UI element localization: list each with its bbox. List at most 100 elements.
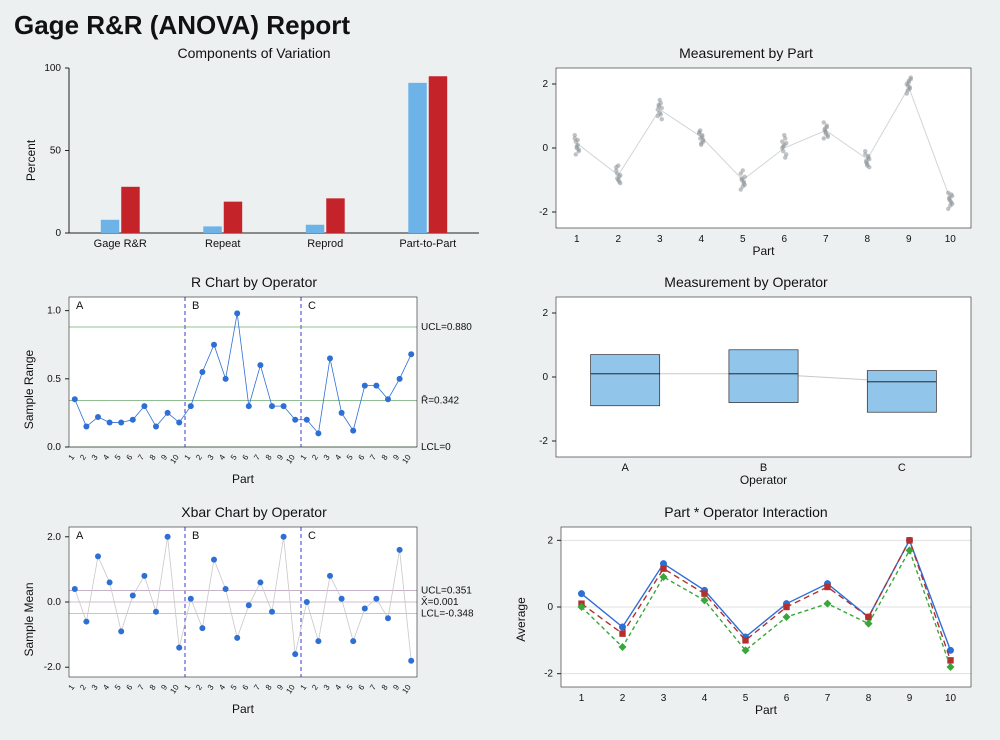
svg-text:5: 5	[345, 453, 355, 462]
svg-text:-2: -2	[544, 668, 553, 679]
svg-text:10: 10	[945, 693, 957, 704]
svg-text:0: 0	[55, 228, 61, 239]
svg-text:8: 8	[148, 682, 158, 691]
svg-text:UCL=0.880: UCL=0.880	[421, 322, 472, 333]
svg-text:A: A	[621, 462, 629, 474]
svg-text:4: 4	[217, 453, 227, 462]
svg-text:8: 8	[380, 453, 390, 462]
svg-text:4: 4	[702, 693, 708, 704]
rchart-chart: 0.00.51.0ABCUCL=0.880R̄=0.342LCL=0123456…	[19, 292, 489, 487]
svg-text:Part: Part	[232, 702, 255, 716]
svg-text:10: 10	[400, 453, 413, 466]
svg-text:2: 2	[542, 79, 548, 90]
panel-interaction: Part * Operator Interaction -20212345678…	[506, 504, 986, 725]
svg-text:6: 6	[241, 453, 251, 462]
svg-text:Part-to-Part: Part-to-Part	[399, 238, 456, 250]
svg-text:7: 7	[823, 234, 829, 245]
svg-text:1: 1	[299, 682, 309, 691]
svg-text:4: 4	[101, 453, 111, 462]
svg-text:3: 3	[206, 453, 216, 462]
svg-text:C: C	[308, 530, 316, 542]
svg-text:B: B	[192, 530, 199, 542]
meas-op-title: Measurement by Operator	[664, 274, 827, 290]
svg-text:Gage R&R: Gage R&R	[94, 238, 147, 250]
page-title: Gage R&R (ANOVA) Report	[14, 10, 986, 41]
svg-text:1: 1	[67, 453, 77, 462]
svg-text:Part: Part	[752, 244, 775, 258]
rchart-title: R Chart by Operator	[191, 274, 317, 290]
svg-text:-2: -2	[539, 436, 548, 447]
svg-text:1: 1	[183, 453, 193, 462]
svg-text:2: 2	[547, 535, 553, 546]
svg-text:100: 100	[44, 63, 61, 74]
svg-text:9: 9	[906, 234, 912, 245]
panel-components: Components of Variation 050100Gage R&RRe…	[14, 45, 494, 266]
svg-text:3: 3	[90, 453, 100, 462]
svg-text:1: 1	[579, 693, 585, 704]
svg-text:2: 2	[78, 453, 88, 462]
svg-text:5: 5	[743, 693, 749, 704]
svg-text:0: 0	[547, 602, 553, 613]
svg-text:10: 10	[284, 682, 297, 695]
svg-text:4: 4	[333, 682, 343, 691]
svg-text:3: 3	[657, 234, 663, 245]
svg-text:0.5: 0.5	[47, 374, 61, 385]
svg-text:Percent: Percent	[24, 139, 38, 181]
svg-text:0: 0	[542, 372, 548, 383]
svg-text:1: 1	[574, 234, 580, 245]
svg-text:Average: Average	[514, 597, 528, 642]
svg-text:6: 6	[125, 453, 135, 462]
panel-grid: Components of Variation 050100Gage R&RRe…	[14, 45, 986, 725]
meas-part-chart: -20212345678910Part	[511, 63, 981, 258]
svg-text:7: 7	[368, 453, 378, 462]
svg-text:-2: -2	[539, 207, 548, 218]
svg-text:7: 7	[368, 682, 378, 691]
svg-text:1: 1	[183, 682, 193, 691]
svg-text:7: 7	[252, 682, 262, 691]
svg-text:3: 3	[322, 682, 332, 691]
svg-text:9: 9	[907, 693, 913, 704]
components-title: Components of Variation	[177, 45, 330, 61]
svg-text:2.0: 2.0	[47, 531, 61, 542]
svg-text:8: 8	[380, 682, 390, 691]
svg-text:1: 1	[299, 453, 309, 462]
components-chart: 050100Gage R&RRepeatReprodPart-to-PartPe…	[19, 63, 489, 258]
panel-rchart: R Chart by Operator 0.00.51.0ABCUCL=0.88…	[14, 274, 494, 495]
svg-text:6: 6	[357, 682, 367, 691]
svg-text:UCL=0.351: UCL=0.351	[421, 585, 472, 596]
svg-text:5: 5	[345, 682, 355, 691]
svg-text:-2.0: -2.0	[44, 662, 62, 673]
panel-xbar: Xbar Chart by Operator -2.00.02.0ABCUCL=…	[14, 504, 494, 725]
svg-text:3: 3	[90, 682, 100, 691]
svg-text:C: C	[898, 462, 906, 474]
svg-text:1: 1	[67, 682, 77, 691]
svg-text:2: 2	[620, 693, 626, 704]
svg-text:2: 2	[310, 682, 320, 691]
panel-meas-part: Measurement by Part -20212345678910Part	[506, 45, 986, 266]
svg-text:Operator: Operator	[740, 473, 787, 487]
svg-text:Reprod: Reprod	[307, 238, 343, 250]
svg-text:A: A	[76, 530, 84, 542]
svg-text:0.0: 0.0	[47, 442, 61, 453]
svg-text:5: 5	[113, 453, 123, 462]
svg-text:5: 5	[740, 234, 746, 245]
svg-text:C: C	[308, 300, 316, 312]
svg-text:8: 8	[864, 234, 870, 245]
panel-meas-op: Measurement by Operator -202ABCOperator	[506, 274, 986, 495]
svg-text:R̄=0.342: R̄=0.342	[421, 394, 460, 407]
svg-text:7: 7	[136, 453, 146, 462]
interaction-title: Part * Operator Interaction	[664, 504, 827, 520]
svg-text:2: 2	[310, 453, 320, 462]
svg-text:8: 8	[866, 693, 872, 704]
svg-text:8: 8	[264, 453, 274, 462]
svg-text:6: 6	[125, 682, 135, 691]
svg-text:1.0: 1.0	[47, 306, 61, 317]
svg-text:Part: Part	[755, 703, 778, 717]
svg-text:3: 3	[322, 453, 332, 462]
svg-text:10: 10	[168, 453, 181, 466]
svg-text:10: 10	[945, 234, 957, 245]
svg-text:X̄=0.001: X̄=0.001	[421, 595, 459, 608]
svg-text:4: 4	[333, 453, 343, 462]
svg-text:10: 10	[168, 682, 181, 695]
svg-text:2: 2	[615, 234, 621, 245]
